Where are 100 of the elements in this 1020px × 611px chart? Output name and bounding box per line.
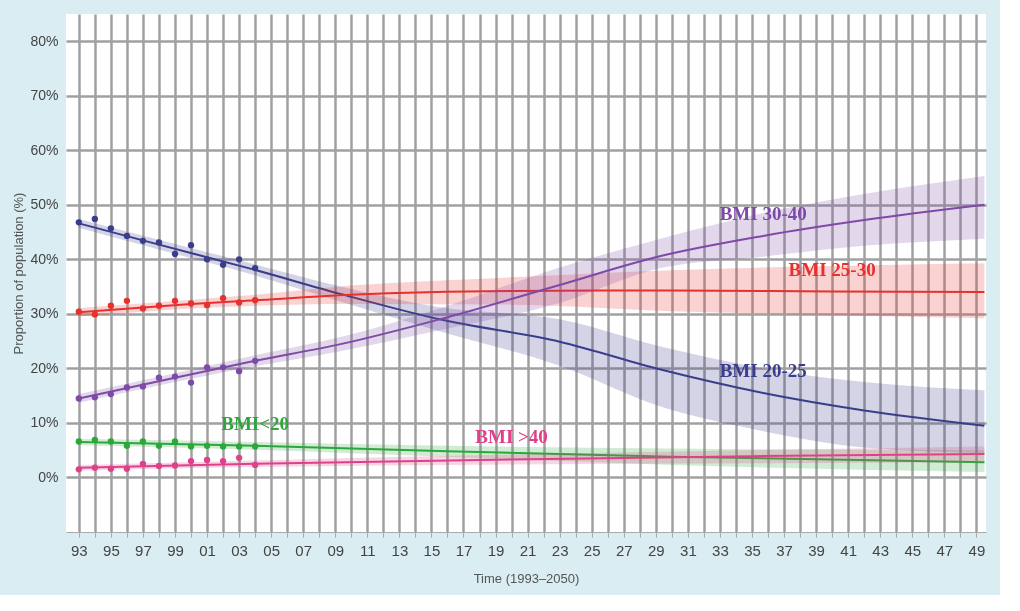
x-tick-label: 07	[295, 541, 313, 559]
y-tick-label: 30%	[30, 305, 59, 322]
point	[251, 443, 259, 450]
point	[203, 456, 211, 464]
annotation: BMI 25-30	[788, 258, 876, 280]
point	[171, 438, 179, 445]
point	[123, 297, 131, 304]
x-tick-label: 17	[455, 541, 473, 559]
y-tick-label: 0%	[38, 468, 59, 485]
annotation: BMI 20-25	[719, 359, 807, 381]
x-tick-label: 41	[840, 541, 857, 559]
y-tick-label: 10%	[30, 414, 59, 431]
point	[155, 239, 163, 246]
y-axis-title: Proportion of population (%)	[11, 192, 27, 355]
y-tick-label: 60%	[30, 141, 59, 158]
point	[107, 465, 115, 472]
point	[219, 364, 227, 371]
point	[235, 367, 243, 375]
annotation: BMI<20	[221, 412, 290, 434]
point	[75, 308, 82, 315]
point	[123, 465, 131, 472]
point	[187, 443, 195, 450]
x-tick-label: 43	[872, 541, 890, 559]
point	[91, 464, 99, 471]
x-tick-label: 93	[70, 541, 88, 559]
point	[75, 219, 82, 226]
point	[123, 384, 131, 391]
point	[187, 242, 195, 249]
x-tick-label: 45	[904, 541, 922, 559]
point	[123, 232, 131, 240]
x-tick-label: 05	[263, 541, 280, 559]
x-tick-label: 09	[327, 541, 345, 559]
y-tick-label: 70%	[30, 87, 59, 104]
point	[203, 364, 211, 371]
point	[171, 297, 179, 304]
point	[251, 264, 259, 272]
x-tick-label: 25	[583, 541, 601, 559]
point	[75, 438, 82, 445]
point	[91, 311, 99, 318]
point	[91, 394, 99, 401]
y-tick-label: 20%	[30, 359, 59, 376]
x-tick-label: 03	[231, 541, 248, 559]
point	[75, 395, 82, 402]
point	[219, 294, 227, 302]
y-tick-label: 80%	[30, 32, 59, 49]
point	[235, 443, 243, 450]
x-tick-label: 19	[487, 541, 505, 559]
point	[203, 302, 211, 309]
point	[235, 256, 243, 263]
x-tick-label: 33	[712, 541, 729, 559]
y-tick-label: 50%	[30, 196, 59, 213]
point	[107, 438, 115, 445]
point	[91, 215, 99, 223]
point	[187, 379, 195, 386]
point	[107, 225, 115, 232]
point	[139, 460, 147, 467]
point	[139, 237, 147, 244]
point	[139, 438, 147, 445]
point	[187, 457, 195, 465]
point	[235, 454, 243, 461]
point	[107, 302, 115, 309]
point	[251, 461, 259, 469]
point	[203, 256, 211, 263]
x-tick-label: 95	[103, 541, 120, 559]
point	[219, 443, 227, 450]
x-tick-label: 97	[135, 541, 152, 559]
point	[75, 466, 82, 473]
point	[235, 299, 243, 306]
point	[155, 302, 163, 309]
x-axis-title: Time (1993–2050)	[473, 570, 580, 586]
x-tick-label: 01	[199, 541, 216, 559]
point	[139, 383, 147, 390]
x-tick-label: 37	[776, 541, 793, 559]
point	[139, 305, 147, 312]
x-tick-label: 39	[808, 541, 825, 559]
x-tick-label: 31	[680, 541, 697, 559]
point	[171, 250, 179, 258]
x-tick-label: 99	[167, 541, 184, 559]
point	[155, 374, 163, 381]
x-tick-label: 27	[615, 541, 633, 559]
point	[251, 357, 259, 364]
point	[187, 300, 195, 307]
annotation: BMI 30-40	[719, 202, 807, 224]
point	[251, 297, 259, 304]
x-tick-label: 15	[423, 541, 441, 559]
x-tick-label: 13	[391, 541, 409, 559]
x-tick-label: 21	[519, 541, 537, 559]
x-tick-label: 47	[936, 541, 954, 559]
x-tick-label: 35	[744, 541, 761, 559]
x-tick-label: 49	[968, 541, 986, 559]
point	[155, 442, 163, 449]
point	[171, 373, 179, 380]
y-tick-label: 40%	[30, 250, 59, 267]
point	[155, 462, 163, 470]
point	[203, 442, 211, 449]
point	[219, 261, 227, 268]
point	[171, 462, 179, 469]
point	[219, 457, 227, 465]
x-tick-label: 29	[647, 541, 665, 559]
x-tick-label: 11	[360, 541, 376, 559]
